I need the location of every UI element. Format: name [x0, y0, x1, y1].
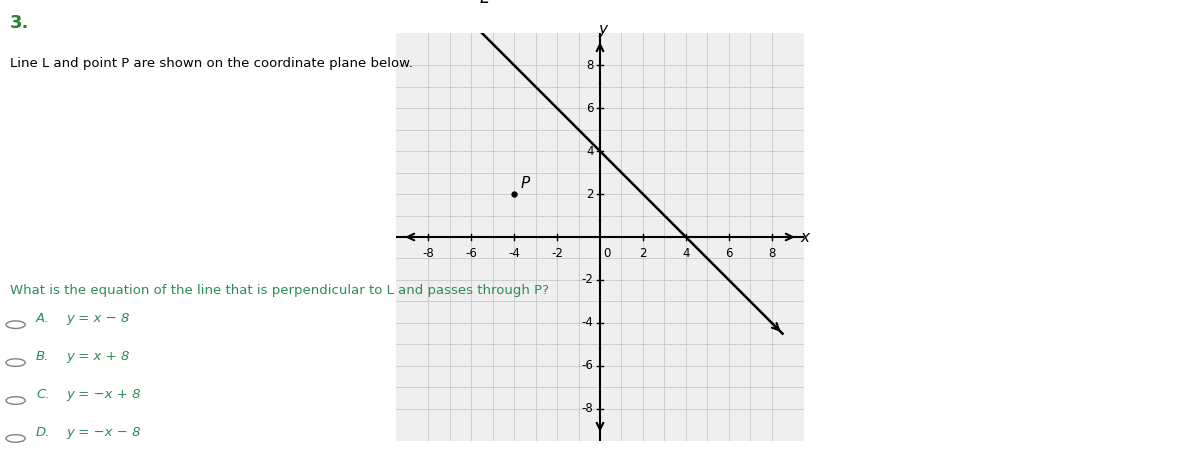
Text: y = x + 8: y = x + 8: [66, 350, 130, 363]
Text: 8: 8: [586, 59, 594, 72]
Text: 4: 4: [682, 246, 690, 260]
Text: 4: 4: [586, 145, 594, 158]
Text: -2: -2: [582, 273, 594, 286]
Text: -2: -2: [551, 246, 563, 260]
Text: -6: -6: [582, 359, 594, 373]
Text: A.: A.: [36, 312, 49, 325]
Text: D.: D.: [36, 426, 50, 438]
Text: y: y: [599, 22, 607, 37]
Text: L: L: [480, 0, 488, 7]
Text: -4: -4: [582, 316, 594, 329]
Text: 3.: 3.: [10, 14, 29, 32]
Text: P: P: [521, 176, 529, 191]
Text: 6: 6: [725, 246, 732, 260]
Text: y = x − 8: y = x − 8: [66, 312, 130, 325]
Text: y = −x − 8: y = −x − 8: [66, 426, 140, 438]
Text: 8: 8: [768, 246, 775, 260]
Text: x: x: [800, 229, 810, 245]
Text: -8: -8: [582, 402, 594, 415]
Text: -8: -8: [422, 246, 434, 260]
Text: 2: 2: [586, 188, 594, 201]
Text: B.: B.: [36, 350, 49, 363]
Text: 6: 6: [586, 101, 594, 115]
Text: What is the equation of the line that is perpendicular to L and passes through P: What is the equation of the line that is…: [10, 284, 548, 297]
Text: y = −x + 8: y = −x + 8: [66, 388, 140, 401]
Text: 2: 2: [640, 246, 647, 260]
Text: 0: 0: [604, 246, 611, 260]
Text: -4: -4: [508, 246, 520, 260]
Text: Line L and point P are shown on the coordinate plane below.: Line L and point P are shown on the coor…: [10, 57, 413, 70]
Text: C.: C.: [36, 388, 49, 401]
Text: -6: -6: [466, 246, 478, 260]
